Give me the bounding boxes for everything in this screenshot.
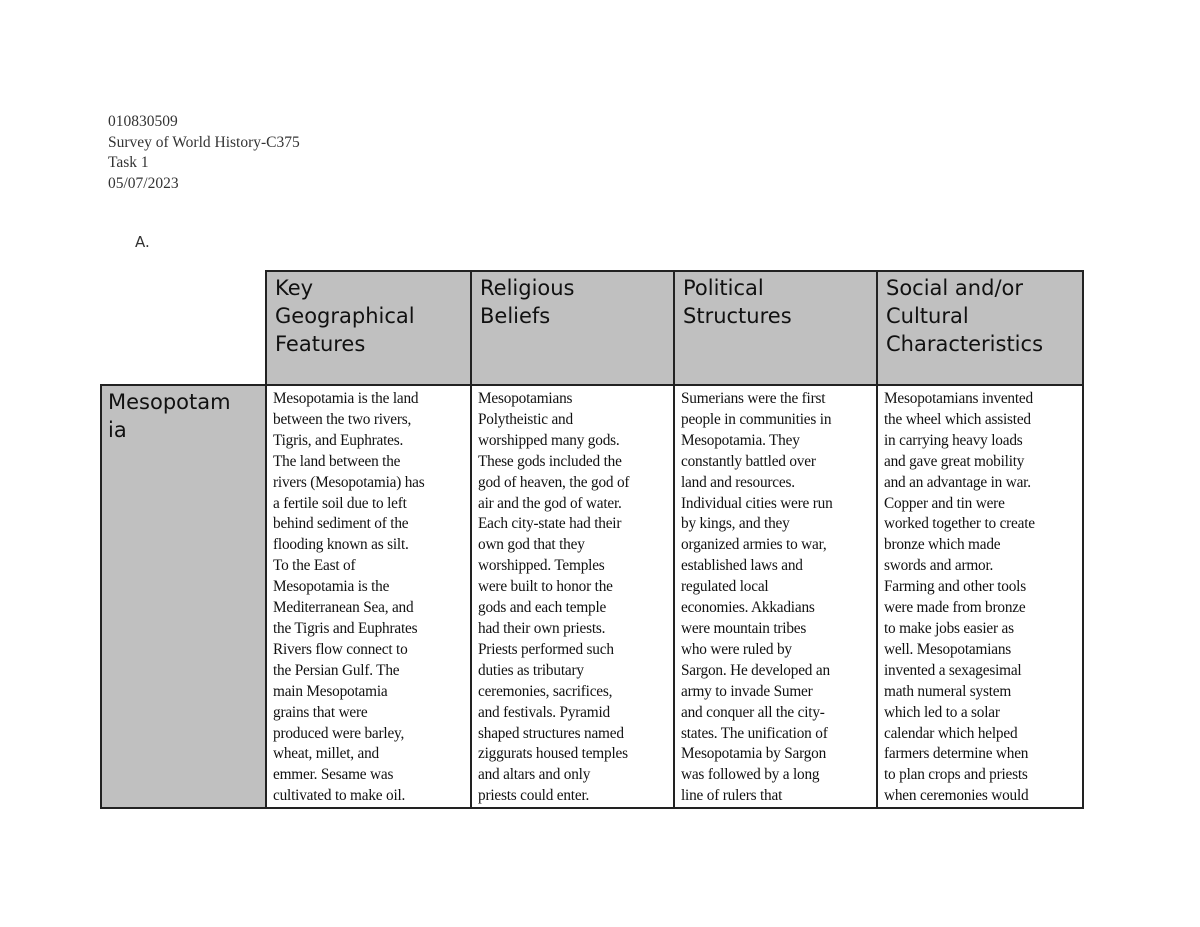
column-header-religion: Religious Beliefs bbox=[470, 270, 675, 386]
civilization-table: Key Geographical Features Religious Beli… bbox=[100, 270, 1084, 810]
cell-politics: Sumerians were the first people in commu… bbox=[673, 383, 878, 810]
date: 05/07/2023 bbox=[108, 174, 179, 192]
cell-geography: Mesopotamia is the land between the two … bbox=[265, 383, 472, 810]
row-header-label: Mesopotam ia bbox=[108, 390, 231, 442]
document-header: 010830509 Survey of World History-C375 T… bbox=[108, 112, 300, 194]
student-id: 010830509 bbox=[108, 113, 178, 130]
column-header-politics: Political Structures bbox=[673, 270, 878, 386]
table-row: Mesopotam ia Mesopotamia is the land bet… bbox=[100, 383, 1084, 810]
row-header-mesopotamia: Mesopotam ia bbox=[100, 383, 267, 810]
task-label: Task 1 bbox=[108, 154, 149, 171]
column-header-social: Social and/or Cultural Characteristics bbox=[876, 270, 1084, 386]
cell-religion: Mesopotamians Polytheistic and worshippe… bbox=[470, 383, 675, 810]
table-header-row: Key Geographical Features Religious Beli… bbox=[101, 270, 1084, 386]
empty-corner-cell bbox=[101, 271, 266, 385]
section-label: A. bbox=[135, 233, 150, 251]
column-header-geography: Key Geographical Features bbox=[265, 270, 472, 386]
cell-social: Mesopotamians invented the wheel which a… bbox=[876, 383, 1084, 810]
course-title: Survey of World History-C375 bbox=[108, 133, 300, 151]
